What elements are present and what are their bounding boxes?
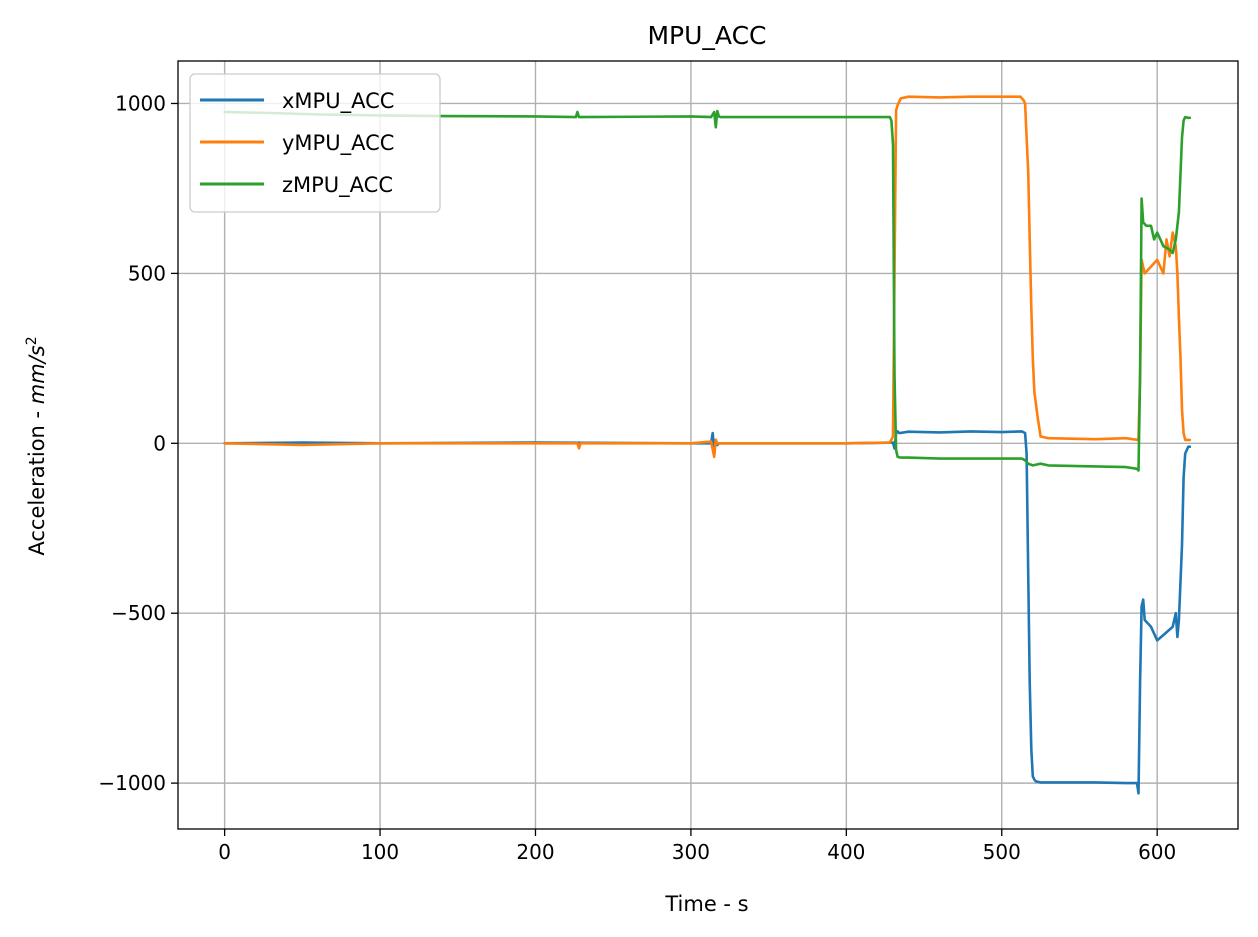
x-tick-label: 0 (218, 840, 231, 864)
x-tick-label: 500 (983, 840, 1021, 864)
plot-frame (177, 60, 1239, 830)
legend-label-z: zMPU_ACC (282, 173, 393, 198)
x-tick-label: 300 (672, 840, 710, 864)
z-series-line (223, 109, 1192, 472)
x-axis-label: Time - s (664, 892, 748, 916)
y-axis-label-unit: mm/s (25, 345, 49, 404)
legend-label-x: xMPU_ACC (282, 89, 394, 114)
y-axis-label-prefix: Acceleration - (25, 404, 49, 555)
y-tick-label: 0 (153, 431, 166, 455)
x-tick-label: 200 (516, 840, 554, 864)
legend: xMPU_ACC yMPU_ACC zMPU_ACC (189, 73, 441, 213)
y-series-line (223, 95, 1192, 459)
y-tick-label: −1000 (98, 771, 166, 795)
x-tick-label: 400 (827, 840, 865, 864)
y-axis-label-exponent: 2 (24, 336, 40, 345)
series-lines (223, 95, 1192, 795)
legend-box (189, 73, 441, 213)
y-tick-label: 500 (128, 261, 166, 285)
axis-ticks: 0 100 200 300 400 500 600 −1000 −500 0 500 1000 (98, 91, 1176, 864)
x-tick-label: 100 (361, 840, 399, 864)
y-tick-label: 1000 (115, 91, 166, 115)
y-tick-label: −500 (111, 601, 166, 625)
legend-label-y: yMPU_ACC (282, 131, 394, 156)
y-axis-label: Acceleration - mm/s2 (24, 336, 49, 555)
chart-title: MPU_ACC (647, 21, 766, 50)
x-tick-label: 600 (1138, 840, 1176, 864)
